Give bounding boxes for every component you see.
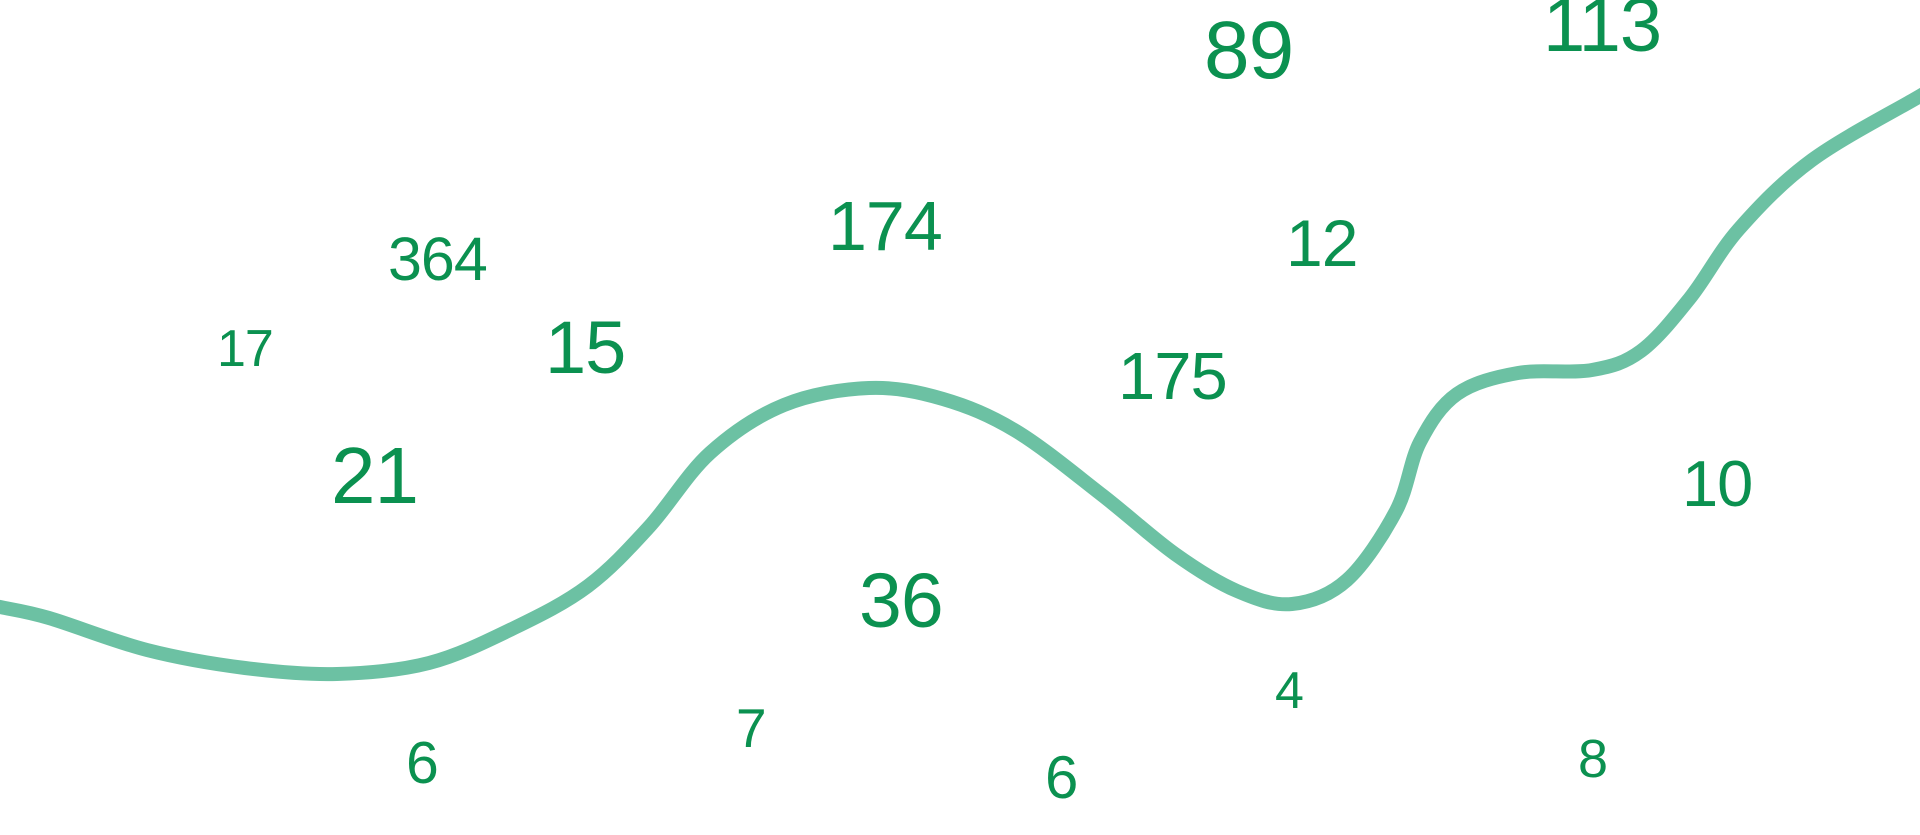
number-36: 36 [859, 558, 944, 644]
number-6-left: 6 [406, 730, 439, 796]
number-113: 113 [1543, 0, 1662, 68]
number-4: 4 [1275, 662, 1304, 720]
curve-line [0, 87, 1920, 682]
number-17: 17 [217, 320, 274, 378]
number-175: 175 [1118, 339, 1228, 414]
number-10: 10 [1682, 447, 1753, 520]
number-15: 15 [545, 306, 626, 389]
number-7: 7 [736, 697, 767, 759]
number-12: 12 [1286, 206, 1358, 280]
number-174: 174 [828, 187, 943, 265]
number-364: 364 [388, 225, 488, 293]
number-89: 89 [1204, 5, 1294, 96]
number-6-right: 6 [1045, 744, 1078, 811]
number-21: 21 [331, 431, 419, 520]
number-8: 8 [1578, 729, 1608, 789]
